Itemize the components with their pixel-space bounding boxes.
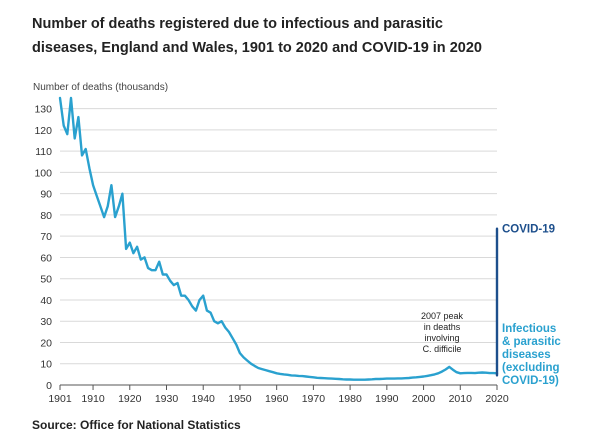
axes: 0 10 20 30 40 50 60 70 80 90 100 110 120 130 1901 1910 1… <box>34 104 508 405</box>
y-tick-label-50: 50 <box>40 274 52 286</box>
labels: Number of deaths (thousands) COVID-19 Infe… <box>33 82 561 387</box>
y-tick-label-10: 10 <box>40 359 52 371</box>
y-tick-label-40: 40 <box>40 295 52 307</box>
y-tick-label-0: 0 <box>46 380 52 392</box>
x-tick-label-1960: 1960 <box>265 393 289 405</box>
chart-title-line-2: diseases, England and Wales, 1901 to 202… <box>32 40 482 56</box>
y-axis-label: Number of deaths (thousands) <box>33 82 168 93</box>
series-label-infectious-line: (excluding <box>502 362 560 374</box>
y-tick-label-60: 60 <box>40 252 52 264</box>
source-note: Source: Office for National Statistics <box>32 418 241 432</box>
series-label-infectious-line: Infectious <box>502 323 556 335</box>
x-tick-label-2000: 2000 <box>412 393 436 405</box>
chart-title-line-1: Number of deaths registered due to infec… <box>32 16 443 32</box>
y-tick-label-20: 20 <box>40 337 52 349</box>
series-label-infectious: Infectious & parasitic diseases (excluding C… <box>502 323 561 387</box>
y-tick-label-90: 90 <box>40 189 52 201</box>
annotation-line: C. difficile <box>423 344 462 354</box>
y-tick-label-130: 130 <box>34 104 52 116</box>
x-tick-label-1930: 1930 <box>155 393 179 405</box>
annotation-line: 2007 peak <box>421 311 464 321</box>
y-tick-label-120: 120 <box>34 125 52 137</box>
x-tick-label-1990: 1990 <box>375 393 399 405</box>
series-label-infectious-line: & parasitic <box>502 336 561 348</box>
x-tick-label-1950: 1950 <box>228 393 252 405</box>
chart-title: Number of deaths registered due to infec… <box>32 12 572 60</box>
x-tick-label-1901: 1901 <box>48 393 72 405</box>
y-tick-label-100: 100 <box>34 167 52 179</box>
x-tick-label-1940: 1940 <box>192 393 216 405</box>
series-label-infectious-line: diseases <box>502 349 551 361</box>
series <box>58 96 499 381</box>
y-tick-label-70: 70 <box>40 231 52 243</box>
x-tick-label-2010: 2010 <box>449 393 473 405</box>
y-tick-label-110: 110 <box>35 146 52 158</box>
series-label-covid: COVID-19 <box>502 224 555 236</box>
y-tick-label-30: 30 <box>40 316 52 328</box>
annotation-line: involving <box>424 333 459 343</box>
x-tick-label-2020: 2020 <box>485 393 509 405</box>
x-tick-label-1970: 1970 <box>302 393 326 405</box>
series-line-infectious <box>58 96 499 381</box>
grid <box>60 108 497 365</box>
y-tick-label-80: 80 <box>40 210 52 222</box>
x-tick-label-1920: 1920 <box>118 393 142 405</box>
annotation-line: in deaths <box>424 322 461 332</box>
annotation-2007-peak: 2007 peak in deaths involving C. difficile <box>421 311 464 354</box>
x-tick-label-1910: 1910 <box>81 393 105 405</box>
x-tick-label-1980: 1980 <box>338 393 362 405</box>
series-label-infectious-line: COVID-19) <box>502 375 559 387</box>
